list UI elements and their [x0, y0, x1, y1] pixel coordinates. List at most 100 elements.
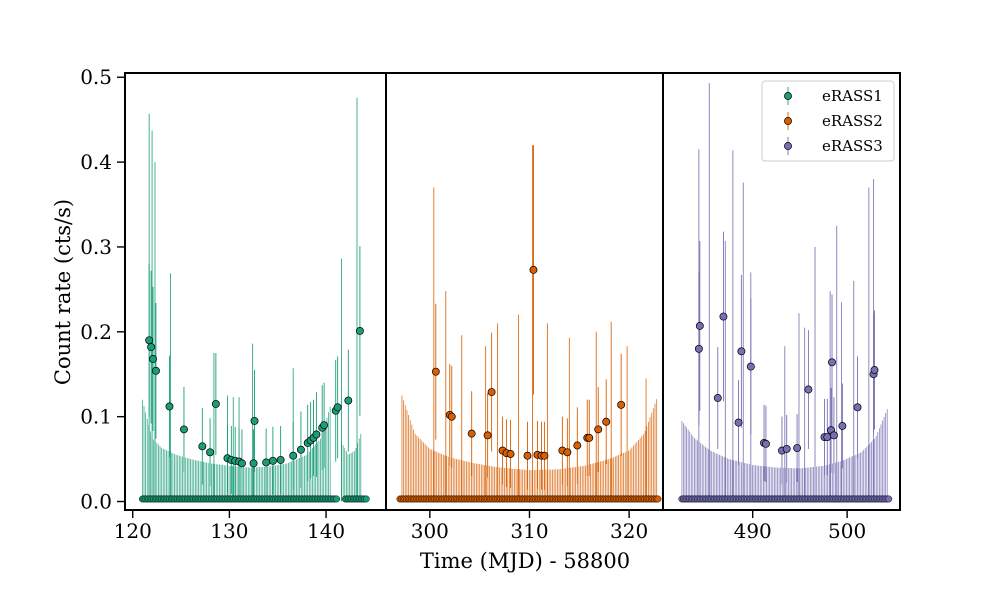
y-tick-label: 0.4 [80, 150, 112, 174]
data-point [602, 417, 611, 426]
data-point [617, 400, 626, 409]
data-point [262, 458, 271, 467]
zero-marker [885, 495, 893, 503]
data-point [249, 459, 258, 468]
x-tick-label: 500 [828, 519, 866, 543]
data-point [206, 448, 215, 457]
tall-error-bars [433, 145, 647, 502]
data-point [165, 402, 174, 411]
y-tick-label: 0.1 [80, 405, 112, 429]
panel-frame [662, 72, 901, 511]
data-point [529, 265, 538, 274]
zero-marker [654, 495, 662, 503]
y-tick-label: 0.0 [80, 490, 112, 514]
zero-level-markers [678, 495, 893, 503]
data-point [694, 344, 703, 353]
data-point [719, 312, 728, 321]
zero-level-markers [396, 495, 662, 503]
data-point [804, 385, 813, 394]
data-point [838, 422, 847, 430]
panel-erass1: 120 130 140 [114, 72, 387, 543]
data-point [523, 451, 532, 460]
y-tick-label: 0.2 [80, 320, 112, 344]
data-point [289, 451, 298, 460]
x-tick-label: 490 [734, 519, 772, 543]
data-point [782, 444, 791, 453]
data-point [585, 433, 594, 442]
data-point [238, 459, 246, 468]
zero-level-markers [138, 495, 370, 503]
data-point [829, 431, 838, 440]
legend-label: eRASS1 [822, 87, 883, 105]
data-point [734, 418, 743, 427]
data-points [145, 327, 364, 468]
data-point [695, 321, 704, 330]
x-tick-label: 140 [307, 519, 345, 543]
data-point [145, 336, 154, 345]
legend-item-erass1: eRASS1 [784, 87, 883, 105]
data-point [793, 444, 802, 453]
y-axis-label: Count rate (cts/s) [51, 199, 75, 385]
x-tick-label: 120 [114, 519, 152, 543]
panel-frame [124, 72, 387, 511]
data-point [333, 403, 342, 412]
tall-error-bars [148, 97, 358, 502]
data-point [211, 399, 220, 408]
data-point [431, 367, 440, 376]
legend: eRASS1 eRASS2 eRASS3 [761, 80, 895, 162]
y-tick-label: 0.3 [80, 235, 112, 259]
data-point [483, 431, 492, 440]
upper-limit-bars [141, 399, 362, 502]
data-point [467, 429, 476, 438]
data-point [296, 445, 305, 454]
data-point [147, 343, 156, 352]
y-axis: 0.0 0.1 0.2 0.3 0.4 0.5 [80, 65, 125, 514]
panels-layer: 120 130 140 300 310 320 490 500 [114, 72, 901, 543]
data-point [198, 442, 207, 451]
upper-limit-bars [401, 395, 658, 502]
panel-erass2: 300 310 320 [385, 72, 664, 543]
x-axis-label: Time (MJD) - 58800 [420, 549, 630, 573]
data-point [506, 450, 515, 458]
x-tick-label: 300 [411, 519, 449, 543]
data-point [823, 433, 832, 441]
legend-marker [784, 142, 792, 150]
data-points [431, 265, 626, 460]
x-tick-label: 130 [210, 519, 248, 543]
data-point [563, 448, 572, 457]
legend-label: eRASS3 [822, 137, 883, 155]
x-tick-label: 310 [510, 519, 548, 543]
data-point [737, 347, 746, 356]
data-point [149, 355, 157, 363]
data-point [573, 441, 582, 450]
data-point [870, 366, 879, 374]
point-error-bars [435, 145, 622, 490]
upper-limit-bars [681, 409, 888, 502]
data-point [250, 416, 259, 425]
data-point [540, 451, 549, 460]
data-point [320, 421, 329, 430]
data-point [312, 430, 321, 439]
x-axis-erass3: 490 500 [734, 510, 866, 543]
data-point [180, 425, 188, 434]
data-point [355, 327, 364, 335]
data-point [746, 362, 755, 371]
data-point [594, 425, 603, 434]
data-point [447, 412, 456, 421]
x-tick-label: 320 [610, 519, 648, 543]
data-point [828, 358, 836, 367]
y-tick-label: 0.5 [80, 65, 112, 89]
legend-item-erass2: eRASS2 [784, 112, 883, 130]
legend-box [761, 80, 895, 162]
zero-marker [362, 495, 370, 503]
data-point [853, 403, 862, 412]
legend-label: eRASS2 [822, 112, 883, 130]
data-point [344, 396, 353, 405]
legend-item-erass3: eRASS3 [784, 137, 883, 155]
data-points [694, 312, 879, 455]
data-point [761, 439, 770, 448]
x-axis-erass1: 120 130 140 [114, 510, 345, 543]
data-point [276, 455, 285, 464]
data-point [151, 366, 160, 375]
